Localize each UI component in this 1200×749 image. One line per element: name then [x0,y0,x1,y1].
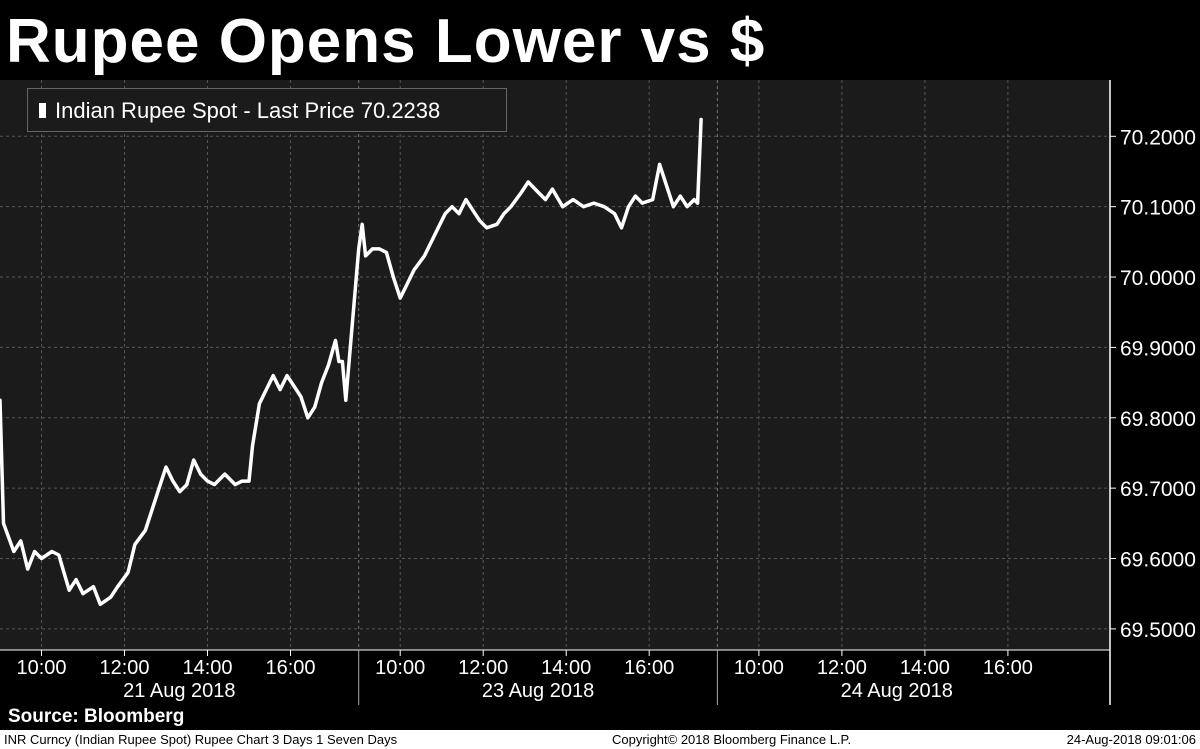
footer-ticker-description: INR Curncy (Indian Rupee Spot) Rupee Cha… [4,732,398,747]
x-tick-label: 16:00 [983,657,1033,679]
legend-label: Indian Rupee Spot - Last Price 70.2238 [55,98,441,123]
y-tick-label: 70.1000 [1120,197,1196,220]
footer-timestamp: 24-Aug-2018 09:01:06 [1066,732,1196,747]
session-date-label: 24 Aug 2018 [841,680,953,702]
x-tick-label: 12:00 [458,657,508,679]
x-tick-label: 10:00 [375,657,425,679]
price-series-line [0,117,703,607]
x-tick-label: 12:00 [99,657,149,679]
x-tick-label: 14:00 [541,657,591,679]
footer-bar: INR Curncy (Indian Rupee Spot) Rupee Cha… [0,730,1200,749]
source-note: Source: Bloomberg [8,706,185,727]
price-chart: 70.2000 70.1000 70.0000 69.9000 69.8000 69.70… [0,80,1196,705]
x-tick-label: 14:00 [900,657,950,679]
y-tick-label: 69.9000 [1120,337,1196,360]
session-date-label: 23 Aug 2018 [482,680,594,702]
x-tick-label: 12:00 [817,657,867,679]
x-tick-label: 16:00 [265,657,315,679]
y-tick-label: 69.6000 [1120,549,1196,572]
footer-copyright: Copyright© 2018 Bloomberg Finance L.P. [612,732,852,747]
y-tick-label: 69.8000 [1120,408,1196,431]
x-tick-label: 10:00 [16,657,66,679]
session-date-label: 21 Aug 2018 [123,680,235,702]
y-tick-label: 70.0000 [1120,267,1196,290]
y-tick-label: 70.2000 [1120,126,1196,149]
y-tick-label: 69.7000 [1120,478,1196,501]
legend-swatch [39,103,46,118]
y-tick-label: 69.5000 [1120,619,1196,642]
x-tick-label: 10:00 [734,657,784,679]
chart-title: Rupee Opens Lower vs $ [6,7,766,76]
x-tick-label: 14:00 [182,657,232,679]
legend: Indian Rupee Spot - Last Price 70.2238 [27,88,507,132]
x-tick-label: 16:00 [624,657,674,679]
